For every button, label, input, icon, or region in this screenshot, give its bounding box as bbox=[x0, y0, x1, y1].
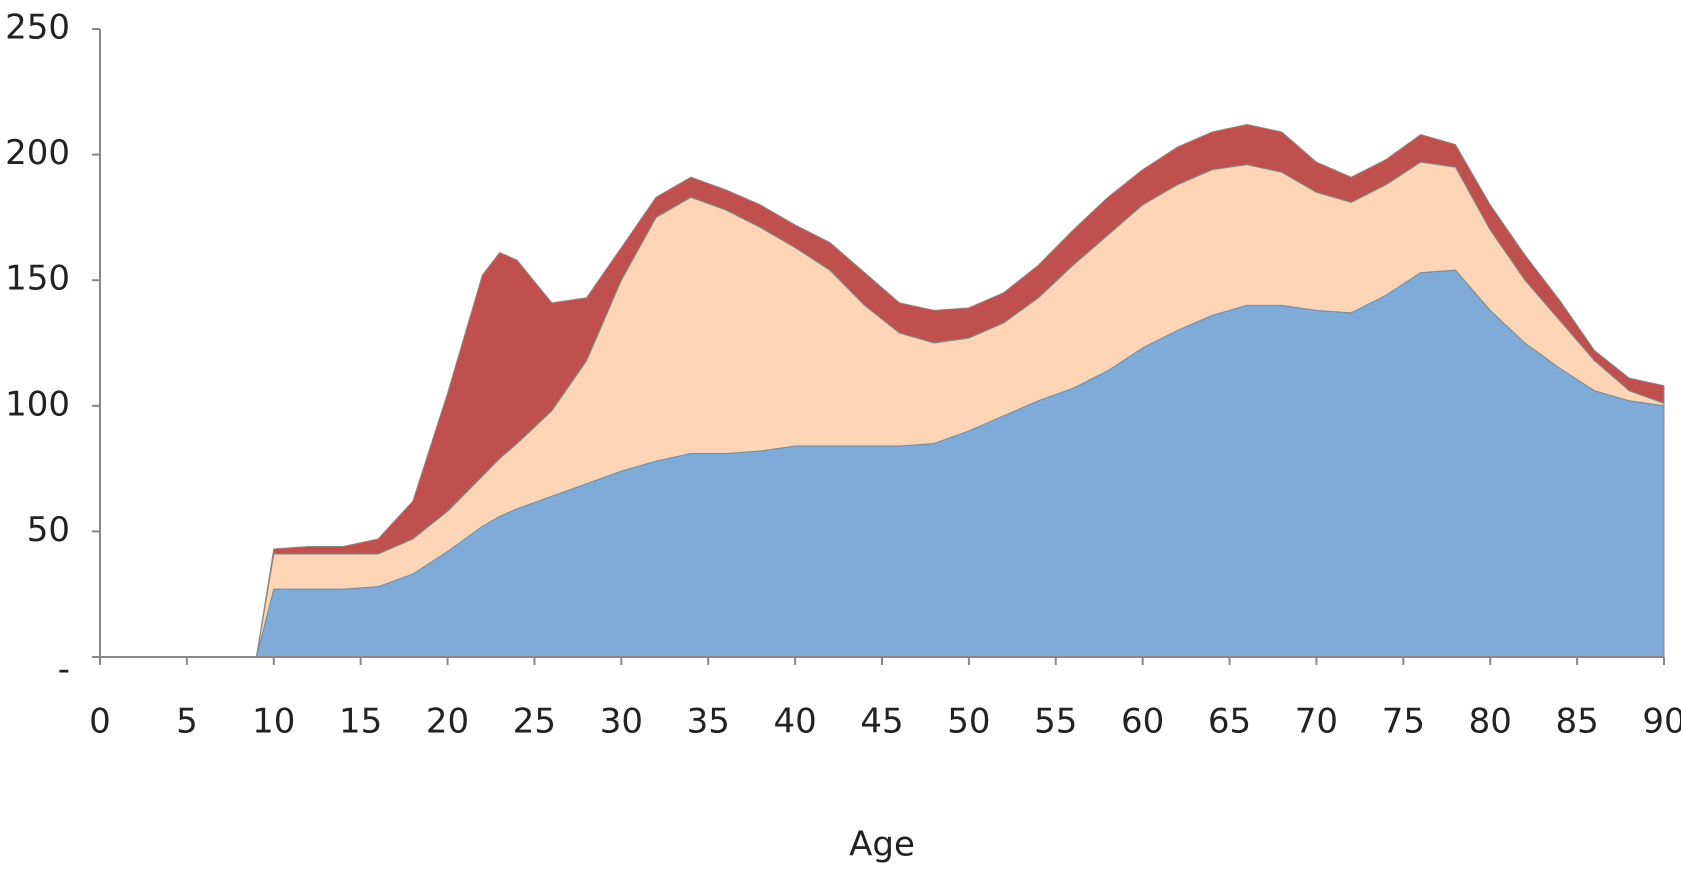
x-tick-label: 60 bbox=[1121, 702, 1164, 742]
y-tick-label: 200 bbox=[5, 133, 70, 173]
x-tick-label: 10 bbox=[252, 702, 295, 742]
y-tick-label: 150 bbox=[5, 259, 70, 299]
y-tick-label: 250 bbox=[5, 8, 70, 48]
x-tick-label: 75 bbox=[1382, 702, 1425, 742]
x-tick-label: 85 bbox=[1555, 702, 1598, 742]
x-axis-label: Age bbox=[849, 825, 915, 865]
x-tick-label: 5 bbox=[176, 702, 198, 742]
x-tick-label: 25 bbox=[513, 702, 556, 742]
x-tick-label: 15 bbox=[339, 702, 382, 742]
x-tick-label: 55 bbox=[1034, 702, 1077, 742]
x-tick-label: 20 bbox=[426, 702, 469, 742]
x-tick-label: 40 bbox=[773, 702, 816, 742]
y-tick-label: 100 bbox=[5, 384, 70, 424]
area bbox=[100, 123, 1665, 658]
x-tick-label: 70 bbox=[1295, 702, 1338, 742]
y-tick-label: 50 bbox=[27, 510, 70, 550]
x-tick-label: 80 bbox=[1469, 702, 1512, 742]
x-tick-label: 45 bbox=[860, 702, 903, 742]
x-tick-label: 30 bbox=[600, 702, 643, 742]
x-tick-label: 50 bbox=[947, 702, 990, 742]
x-tick-label: 65 bbox=[1208, 702, 1251, 742]
x-tick-label: 0 bbox=[89, 702, 111, 742]
x-tick-label: 35 bbox=[687, 702, 730, 742]
y-tick-label: - bbox=[58, 650, 70, 690]
x-tick-label: 90 bbox=[1642, 702, 1681, 742]
